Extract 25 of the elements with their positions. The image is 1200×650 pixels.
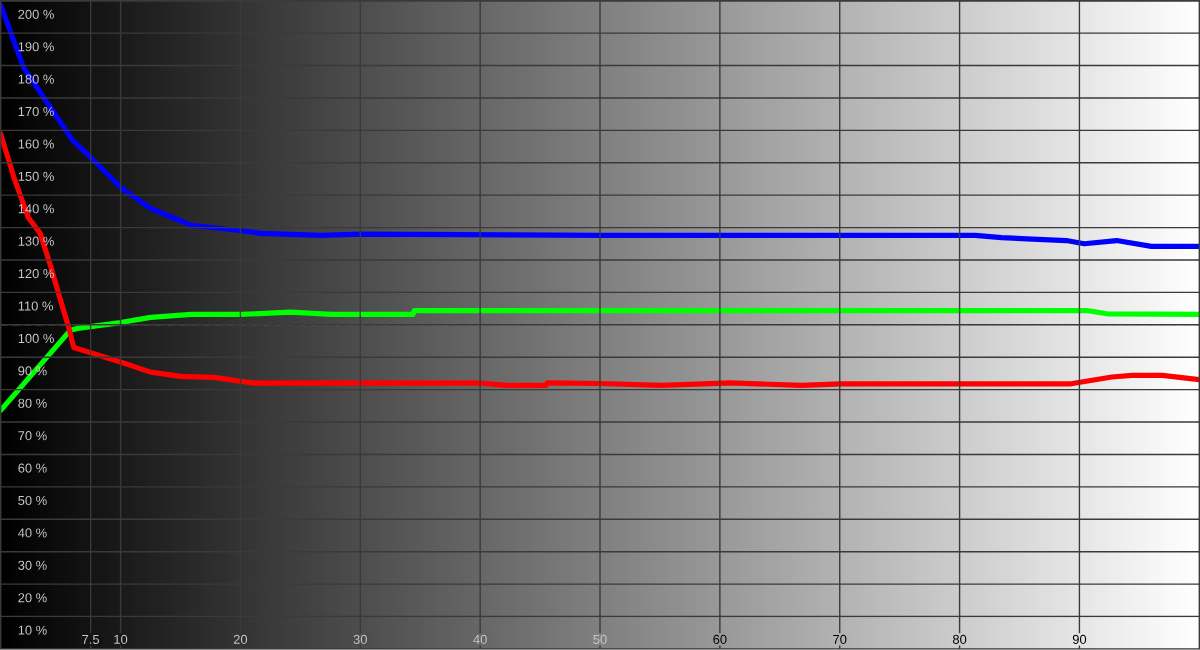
x-tick-label: 60 — [713, 634, 727, 645]
y-tick-label: 90 % — [18, 366, 47, 376]
x-tick-label: 50 — [593, 634, 607, 645]
x-tick-label: 80 — [952, 634, 967, 645]
y-tick-label: 190 % — [18, 42, 54, 52]
x-tick-label: 20 — [233, 634, 248, 645]
x-tick-label: 7.5 — [82, 635, 100, 645]
y-tick-label: 10 % — [18, 625, 47, 635]
y-tick-label: 200 % — [18, 9, 54, 20]
y-tick-label: 70 % — [18, 431, 47, 441]
y-tick-label: 50 % — [18, 496, 47, 506]
y-tick-label: 100 % — [18, 334, 54, 344]
x-tick-label: 90 — [1072, 634, 1087, 645]
y-tick-label: 150 % — [18, 171, 54, 182]
y-tick-label: 20 % — [18, 593, 47, 603]
y-tick-label: 80 % — [18, 398, 47, 408]
x-tick-label: 70 — [833, 634, 847, 645]
x-tick-label: 40 — [473, 634, 487, 645]
y-tick-label: 110 % — [18, 301, 53, 311]
y-tick-label: 30 % — [18, 560, 47, 571]
y-tick-label: 160 % — [18, 139, 54, 149]
x-tick-label: 10 — [114, 634, 128, 645]
y-tick-label: 40 % — [18, 528, 47, 538]
y-tick-label: 60 % — [18, 463, 47, 473]
x-tick-label: 30 — [353, 634, 367, 645]
